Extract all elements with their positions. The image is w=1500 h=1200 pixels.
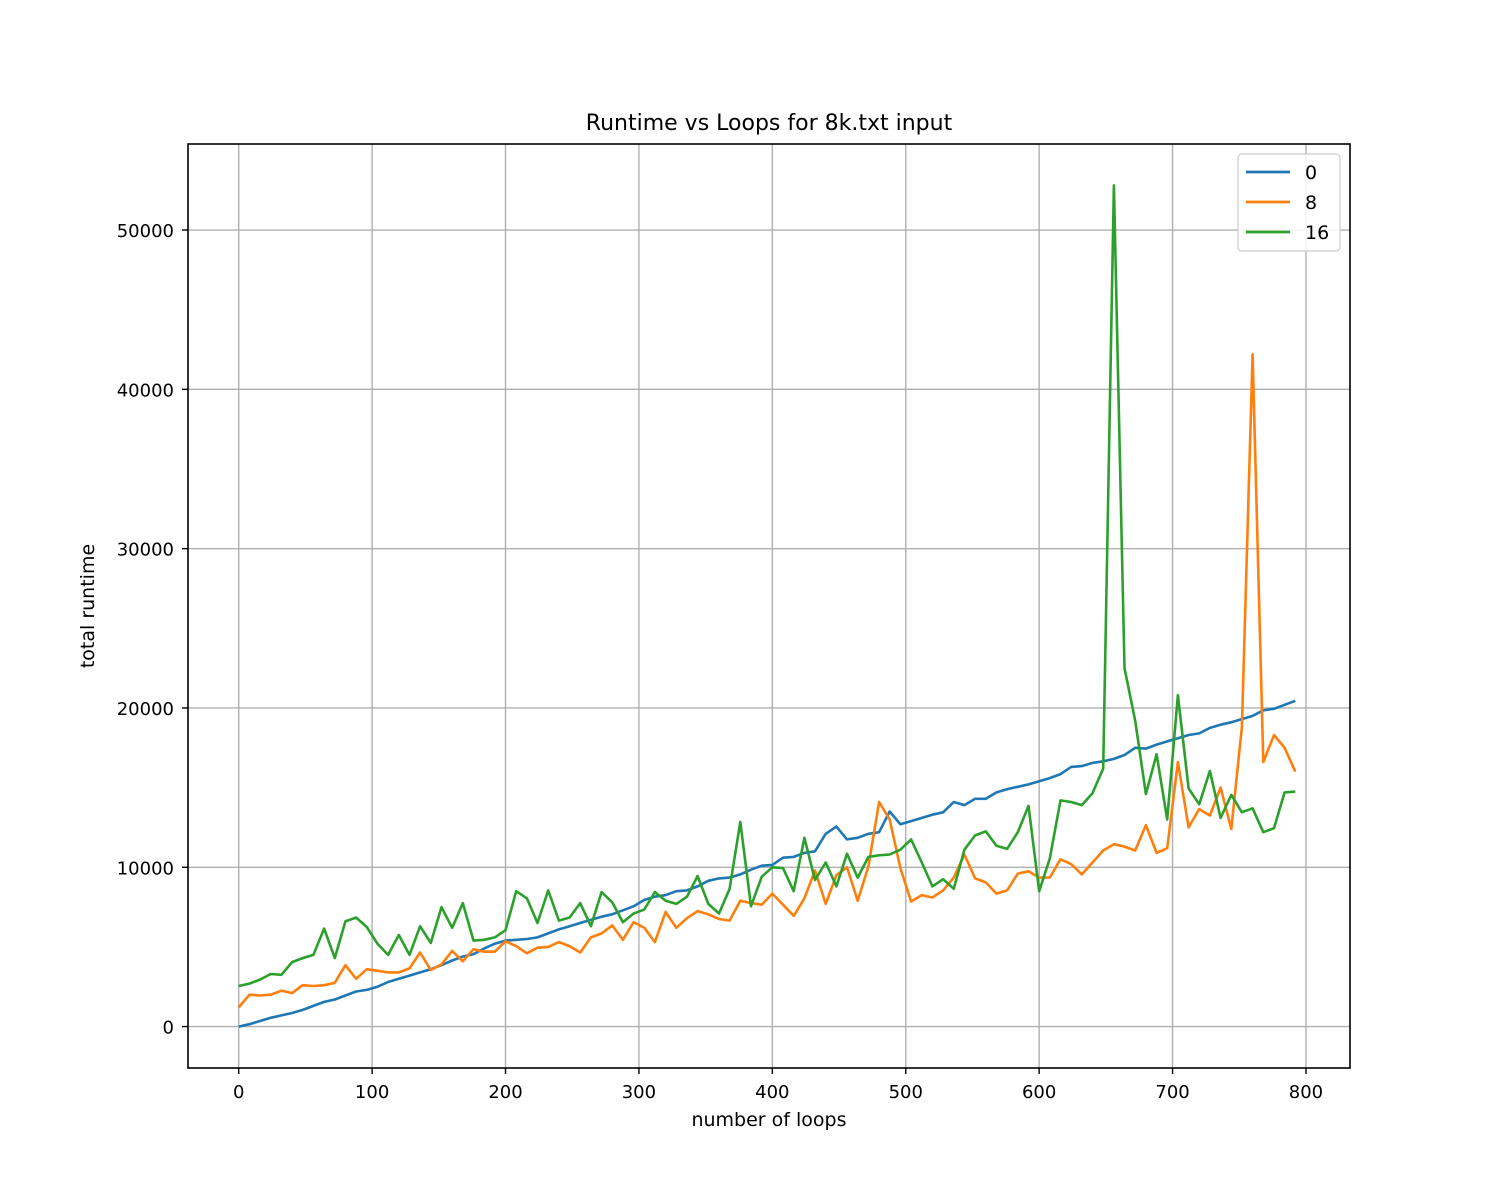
x-axis-label: number of loops <box>691 1109 846 1131</box>
legend-label-0: 0 <box>1305 162 1317 184</box>
ticks: 0 100 200 300 400 500 600 700 800 0 10000 20000 3000… <box>117 221 1323 1103</box>
series-line-8 <box>237 352 1297 1009</box>
plot-frame <box>187 143 1351 1069</box>
y-tick-label: 40000 <box>117 380 174 401</box>
x-tick-label: 500 <box>889 1082 923 1103</box>
series-line-0 <box>238 699 1296 1028</box>
legend: 0 8 16 <box>1237 153 1341 252</box>
x-tick-label: 600 <box>1022 1082 1056 1103</box>
series-line-16 <box>238 184 1296 988</box>
x-tick-label: 200 <box>488 1082 522 1103</box>
x-tick-label: 700 <box>1155 1082 1189 1103</box>
legend-label-16: 16 <box>1305 222 1329 244</box>
y-tick-label: 50000 <box>117 221 174 242</box>
chart-title: Runtime vs Loops for 8k.txt input <box>586 111 953 136</box>
grid <box>188 144 1350 1068</box>
x-tick-label: 400 <box>755 1082 789 1103</box>
x-tick-label: 0 <box>233 1082 244 1103</box>
x-tick-label: 800 <box>1289 1082 1323 1103</box>
y-axis-label: total runtime <box>77 544 99 668</box>
y-tick-label: 20000 <box>117 699 174 720</box>
y-tick-label: 10000 <box>117 858 174 879</box>
legend-label-8: 8 <box>1305 192 1317 214</box>
x-tick-label: 300 <box>622 1082 656 1103</box>
series-lines <box>237 184 1297 1028</box>
y-tick-label: 0 <box>163 1018 174 1039</box>
x-tick-label: 100 <box>355 1082 389 1103</box>
y-tick-label: 30000 <box>117 540 174 561</box>
